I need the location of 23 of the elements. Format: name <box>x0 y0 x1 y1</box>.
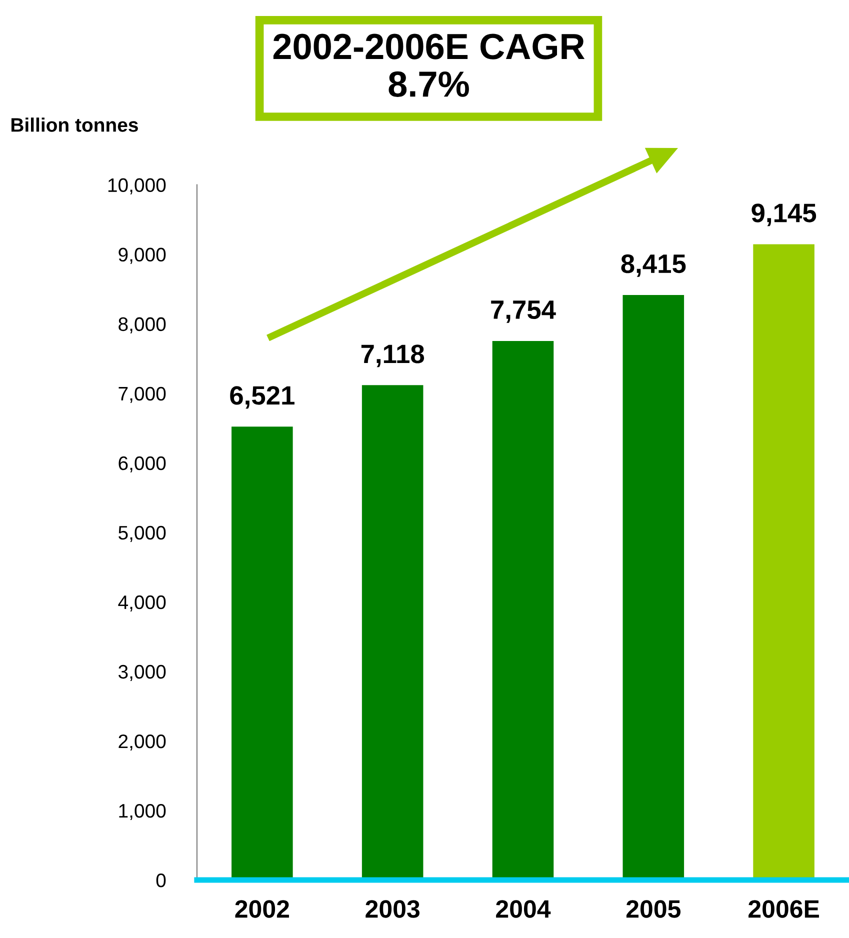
text: 2002-2006E CAGR 8.7% <box>273 34 585 97</box>
y-tick-label: 1,000 <box>119 804 166 820</box>
data-label: 9,145 <box>752 204 816 226</box>
y-tick-label: 0 <box>156 874 166 888</box>
y-tick-label: 3,000 <box>118 664 166 681</box>
y-tick-label: 10,000 <box>108 178 166 194</box>
x-tick-label: 2004 <box>496 900 551 918</box>
y-tick-label: 2,000 <box>118 734 166 751</box>
y-tick-label: 6,000 <box>118 456 166 472</box>
x-tick-label: 2005 <box>626 900 681 918</box>
x-tick-label: 2006E <box>748 900 819 918</box>
y-axis-title: Billion tonnes <box>11 118 138 132</box>
y-tick-label: 8,000 <box>118 317 166 334</box>
y-tick-label: 7,000 <box>118 386 166 403</box>
x-tick-label: 2003 <box>366 900 420 918</box>
y-tick-label: 9,000 <box>118 248 166 264</box>
y-tick-label: 4,000 <box>118 595 166 612</box>
x-tick-label: 2002 <box>235 900 289 918</box>
data-label: 7,118 <box>361 344 424 368</box>
data-label: 7,754 <box>491 300 556 323</box>
data-label: 6,521 <box>230 386 294 409</box>
data-label: 8,415 <box>621 254 686 277</box>
y-tick-label: 5,000 <box>118 526 166 542</box>
